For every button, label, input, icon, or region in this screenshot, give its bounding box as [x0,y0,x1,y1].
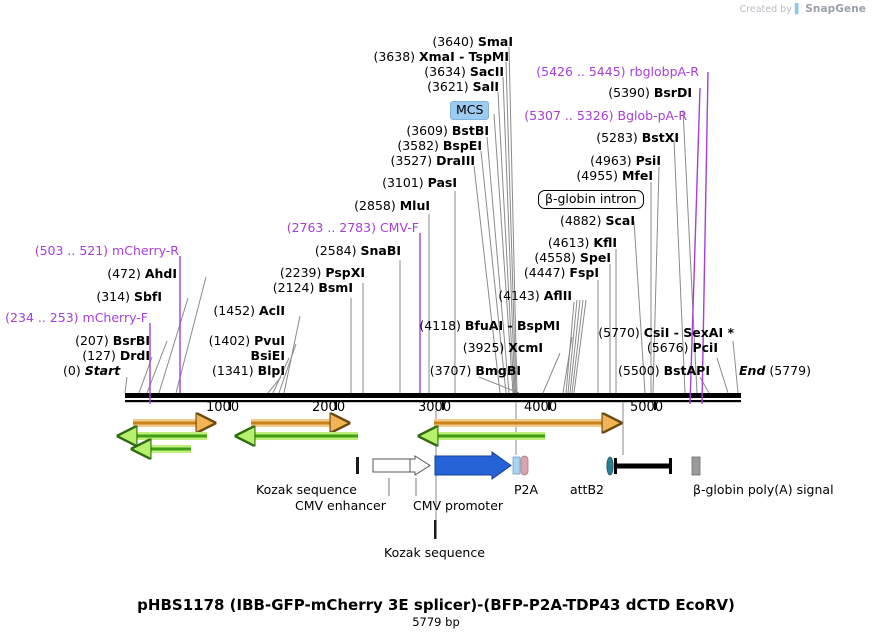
enzyme-label-bstapi[interactable]: (5500) BstAPI [618,363,710,378]
plasmid-length: 5779 bp [412,615,460,629]
enzyme-label-ahdi[interactable]: (472) AhdI [107,266,177,281]
enzyme-label-bsmi[interactable]: (2124) BsmI [272,280,353,295]
enzyme-label-bfuai-bspmi[interactable]: (4118) BfuAI - BspMI [419,318,560,333]
enzyme-label-bsrbi[interactable]: (207) BsrBI [75,333,150,348]
enzyme-label-pspxi[interactable]: (2239) PspXI [279,265,365,280]
ruler-ticks [229,400,656,410]
badge-mcs[interactable]: MCS [450,101,490,121]
primer-label-bglob-pa-r[interactable]: (5307 .. 5326) Bglob-pA-R [524,108,687,123]
marker-end: End (5779) [739,363,811,378]
ruler-tick-2000: 2000 [312,400,346,415]
ruler-tick-5000: 5000 [630,400,664,415]
enzyme-label-bmgbi[interactable]: (3707) BmgBI [429,363,521,378]
enzyme-label-psii[interactable]: (4963) PsiI [590,153,661,168]
feature-label-cmv-promoter[interactable]: CMV promoter [413,498,504,513]
enzyme-label-mfei[interactable]: (4955) MfeI [576,168,653,183]
snapgene-brand: Created by ▌ SnapGene [740,3,866,15]
page-title: pHBS1178 (IBB-GFP-mCherry 3E splicer)-(B… [137,596,735,614]
enzyme-label-sali[interactable]: (3621) SalI [427,79,499,94]
enzyme-label-bstxi[interactable]: (5283) BstXI [596,130,679,145]
enzyme-label-pcii[interactable]: (5676) PciI [646,340,718,355]
enzyme-label-draiii[interactable]: (3527) DraIII [390,153,476,168]
feature-glyph-cmv-enhancer [372,455,431,476]
enzyme-label-kfli[interactable]: (4613) KflI [547,235,617,250]
feature-glyph-p2a [520,455,529,476]
feature-label-kozak-sequence[interactable]: Kozak sequence [256,482,357,497]
enzyme-label-scai[interactable]: (4882) ScaI [559,213,635,228]
enzyme-label-xmai-tspmi[interactable]: (3638) XmaI - TspMI [373,49,509,64]
marker-start: (0) Start [63,363,121,378]
ruler-tick-1000: 1000 [206,400,240,415]
enzyme-label-sacii[interactable]: (3634) SacII [424,64,504,79]
enzyme-label-bsiei[interactable]: BsiEI [250,348,285,363]
feature-glyph-kozak-left [356,457,359,474]
brand-created-by: Created by [739,4,792,15]
ruler-tick-4000: 4000 [524,400,558,415]
primer-label-mcherry-r[interactable]: (503 .. 521) mCherry-R [34,243,179,258]
feature-glyph-small-box [512,456,521,475]
feature-glyph-polya [691,456,701,476]
enzyme-label-bstbi[interactable]: (3609) BstBI [406,123,489,138]
enzyme-label-aflii[interactable]: (4143) AflII [498,288,572,303]
enzyme-label-mlui[interactable]: (2858) MluI [354,198,430,213]
enzyme-label-snabi[interactable]: (2584) SnaBI [314,243,401,258]
ruler-tick-3000: 3000 [418,400,452,415]
feature-glyph-kozak-bottom [434,520,437,539]
feature-label-kozak-sequence-bottom[interactable]: Kozak sequence [384,545,485,560]
enzyme-label-acli[interactable]: (1452) AclI [213,303,285,318]
enzyme-label-spei[interactable]: (4558) SpeI [534,250,611,265]
snapgene-logo-icon: ▌ [794,4,803,15]
primer-leader-lines [149,71,709,405]
enzyme-label-blpi[interactable]: (1341) BlpI [212,363,285,378]
enzyme-label-csii-sexai[interactable]: (5770) CsiI - SexAI * [598,325,734,340]
backbone-bar [125,393,741,403]
enzyme-label-pasi[interactable]: (3101) PasI [382,175,457,190]
brand-name: SnapGene [805,3,866,15]
badge-beta-globin-intron[interactable]: β-globin intron [538,190,644,210]
enzyme-label-fspi[interactable]: (4447) FspI [523,265,599,280]
enzyme-label-smai[interactable]: (3640) SmaI [432,34,513,49]
enzyme-label-drdi[interactable]: (127) DrdI [82,348,150,363]
enzyme-leader-lines [124,46,739,394]
primer-label-rbglobpa-r[interactable]: (5426 .. 5445) rbglobpA-R [536,64,699,79]
feature-label-p2a[interactable]: P2A [514,482,539,497]
feature-glyph-tagbfp [434,451,512,480]
feature-label-cmv-enhancer[interactable]: CMV enhancer [295,498,386,513]
feature-track [356,451,701,539]
enzyme-label-sbfi[interactable]: (314) SbfI [96,289,162,304]
primer-label-mcherry-f[interactable]: (234 .. 253) mCherry-F [5,310,148,325]
primer-label-cmv-f[interactable]: (2763 .. 2783) CMV-F [286,220,419,235]
feature-label-beta-globin-polya[interactable]: β-globin poly(A) signal [693,482,834,497]
enzyme-label-bsrdi[interactable]: (5390) BsrDI [608,85,692,100]
enzyme-label-xcmi[interactable]: (3925) XcmI [462,340,543,355]
feature-glyph-attb2 [606,456,614,476]
feature-label-attb2[interactable]: attB2 [570,482,604,497]
primer-arrows [133,423,604,449]
enzyme-label-pvui[interactable]: (1402) PvuI [208,333,285,348]
enzyme-label-bspei[interactable]: (3582) BspEI [397,138,482,153]
